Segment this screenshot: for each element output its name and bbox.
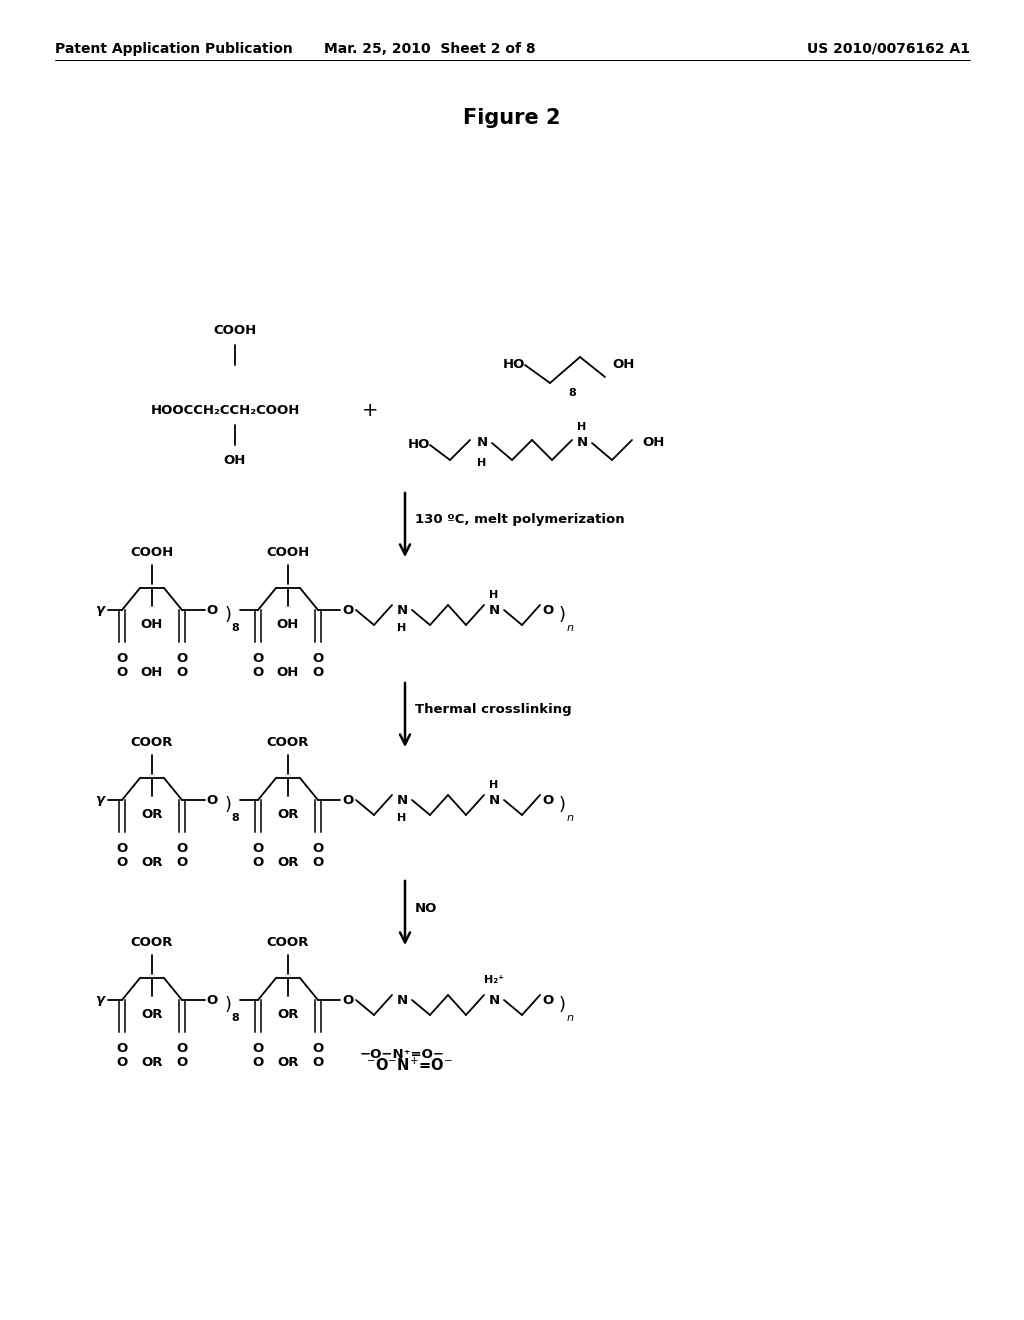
Text: OR: OR — [141, 855, 163, 869]
Text: H: H — [397, 623, 407, 634]
Text: 8: 8 — [231, 623, 239, 634]
Text: N: N — [396, 793, 408, 807]
Text: O: O — [312, 1056, 324, 1068]
Text: OR: OR — [278, 1056, 299, 1068]
Text: O: O — [117, 842, 128, 854]
Text: O: O — [176, 665, 187, 678]
Text: O: O — [342, 603, 353, 616]
Text: HO: HO — [503, 359, 525, 371]
Text: O: O — [252, 652, 263, 664]
Text: H: H — [489, 780, 499, 789]
Text: 8: 8 — [568, 388, 575, 399]
Text: 8: 8 — [231, 1012, 239, 1023]
Text: Thermal crosslinking: Thermal crosslinking — [415, 704, 571, 717]
Text: COOH: COOH — [213, 323, 257, 337]
Text: O: O — [117, 665, 128, 678]
Text: +: + — [361, 400, 378, 420]
Text: N: N — [396, 994, 408, 1006]
Text: OH: OH — [141, 619, 163, 631]
Text: H: H — [489, 590, 499, 601]
Text: Mar. 25, 2010  Sheet 2 of 8: Mar. 25, 2010 Sheet 2 of 8 — [325, 42, 536, 55]
Text: ): ) — [558, 997, 565, 1014]
Text: COOR: COOR — [131, 735, 173, 748]
Text: O: O — [543, 603, 554, 616]
Text: O: O — [176, 842, 187, 854]
Text: O: O — [176, 1056, 187, 1068]
Text: N: N — [396, 603, 408, 616]
Text: Patent Application Publication: Patent Application Publication — [55, 42, 293, 55]
Text: Figure 2: Figure 2 — [463, 108, 561, 128]
Text: NO: NO — [415, 902, 437, 915]
Text: n: n — [566, 813, 573, 822]
Text: ): ) — [558, 606, 565, 624]
Text: OH: OH — [642, 437, 665, 450]
Text: OH: OH — [141, 665, 163, 678]
Text: γ: γ — [95, 603, 104, 616]
Text: N: N — [488, 793, 500, 807]
Text: OH: OH — [276, 619, 299, 631]
Text: n: n — [566, 1012, 573, 1023]
Text: OR: OR — [278, 1008, 299, 1022]
Text: HO: HO — [408, 438, 430, 451]
Text: O: O — [117, 652, 128, 664]
Text: ): ) — [558, 796, 565, 814]
Text: O: O — [117, 855, 128, 869]
Text: 8: 8 — [231, 813, 239, 822]
Text: O: O — [312, 842, 324, 854]
Text: O: O — [252, 842, 263, 854]
Text: COOR: COOR — [131, 936, 173, 949]
Text: N: N — [488, 603, 500, 616]
Text: H: H — [397, 813, 407, 822]
Text: COOR: COOR — [267, 936, 309, 949]
Text: O: O — [176, 652, 187, 664]
Text: n: n — [566, 623, 573, 634]
Text: O: O — [342, 994, 353, 1006]
Text: O: O — [207, 994, 218, 1006]
Text: 130 ºC, melt polymerization: 130 ºC, melt polymerization — [415, 513, 625, 527]
Text: US 2010/0076162 A1: US 2010/0076162 A1 — [807, 42, 970, 55]
Text: O: O — [252, 1041, 263, 1055]
Text: O: O — [207, 603, 218, 616]
Text: O: O — [252, 855, 263, 869]
Text: $^{-}$O$^{-}$N$^{+}$=O$^{-}$: $^{-}$O$^{-}$N$^{+}$=O$^{-}$ — [366, 1056, 453, 1073]
Text: O: O — [252, 665, 263, 678]
Text: γ: γ — [95, 994, 104, 1006]
Text: O: O — [543, 793, 554, 807]
Text: O: O — [252, 1056, 263, 1068]
Text: OR: OR — [141, 1056, 163, 1068]
Text: OR: OR — [141, 808, 163, 821]
Text: OR: OR — [278, 808, 299, 821]
Text: HOOCCH₂CCH₂COOH: HOOCCH₂CCH₂COOH — [151, 404, 300, 417]
Text: COOH: COOH — [130, 545, 174, 558]
Text: −O−N⁺=O−: −O−N⁺=O− — [359, 1048, 444, 1061]
Text: O: O — [312, 855, 324, 869]
Text: O: O — [312, 665, 324, 678]
Text: O: O — [117, 1056, 128, 1068]
Text: O: O — [207, 793, 218, 807]
Text: O: O — [176, 855, 187, 869]
Text: O: O — [117, 1041, 128, 1055]
Text: O: O — [176, 1041, 187, 1055]
Text: O: O — [543, 994, 554, 1006]
Text: N: N — [577, 437, 588, 450]
Text: N: N — [476, 437, 487, 450]
Text: O: O — [312, 652, 324, 664]
Text: OH: OH — [612, 359, 635, 371]
Text: ): ) — [224, 796, 231, 814]
Text: COOH: COOH — [266, 545, 309, 558]
Text: O: O — [342, 793, 353, 807]
Text: H: H — [477, 458, 486, 469]
Text: OR: OR — [141, 1008, 163, 1022]
Text: N: N — [488, 994, 500, 1006]
Text: γ: γ — [95, 793, 104, 807]
Text: H₂⁺: H₂⁺ — [484, 975, 504, 985]
Text: ): ) — [224, 997, 231, 1014]
Text: OR: OR — [278, 855, 299, 869]
Text: OH: OH — [276, 665, 299, 678]
Text: COOR: COOR — [267, 735, 309, 748]
Text: O: O — [312, 1041, 324, 1055]
Text: OH: OH — [224, 454, 246, 466]
Text: ): ) — [224, 606, 231, 624]
Text: H: H — [578, 422, 587, 432]
